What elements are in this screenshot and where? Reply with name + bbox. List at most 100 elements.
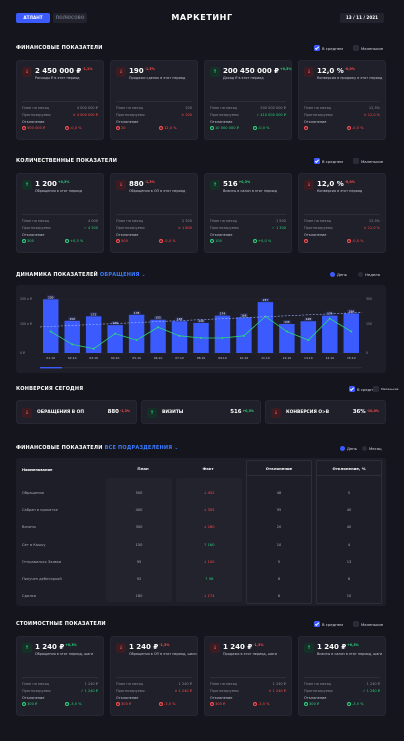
bar-value-label: 155 <box>155 316 161 320</box>
x-icon: ✕ <box>174 689 179 693</box>
value-text: 1 240 ₽ <box>35 643 65 651</box>
chart-line-point[interactable] <box>49 330 52 333</box>
card-subtitle: Обращения в ОП в этот период, шаги <box>129 652 197 656</box>
chart-line-point[interactable] <box>71 343 74 346</box>
chart-line-point[interactable] <box>328 317 331 320</box>
qty-toggle-avg[interactable]: В среднем <box>314 158 343 164</box>
chart-bar[interactable] <box>322 315 338 353</box>
chart-bar[interactable] <box>279 324 295 353</box>
cost-toggle-small[interactable]: Маленькие <box>353 621 383 627</box>
x-icon: ✕ <box>268 689 273 693</box>
dyn-radio-day[interactable]: День <box>330 272 347 277</box>
chart-scrollbar-track[interactable] <box>40 367 362 369</box>
row-name: Сабран в прокатке <box>22 508 58 513</box>
cost-card[interactable]: ↓ 1 240 ₽-1,3% Обращения в ОП в этот перио… <box>110 636 198 716</box>
chart-line-point[interactable] <box>114 332 117 335</box>
qty-toggle-small[interactable]: Маленькие <box>353 158 383 164</box>
chart-line-point[interactable] <box>307 339 310 342</box>
chevron-down-icon[interactable]: ⌄ <box>139 272 146 278</box>
deviation-label: Отклонение <box>210 233 233 237</box>
cost-toggle-avg[interactable]: В среднем <box>314 621 343 627</box>
chart-bar[interactable] <box>85 316 102 353</box>
table-row[interactable]: Отправилось Заявки 95 ↓ 100 5 13 <box>16 558 386 568</box>
conversion-card[interactable]: ↑ ВИЗИТЫ 516+0,3% <box>141 400 261 424</box>
fin-card[interactable]: ↓ 190-1,5% Продажи сделок в этот период Пла… <box>110 60 198 140</box>
table-radio-day[interactable]: День <box>340 446 357 451</box>
delta-badge: -10,0% <box>366 409 379 413</box>
fin-toggle-avg[interactable]: В среднем <box>314 45 343 51</box>
table-row[interactable]: Сет в Кашку 150 ↑ 160 10 4 <box>16 541 386 551</box>
chart-line-point[interactable] <box>221 336 224 339</box>
chart-bar[interactable] <box>171 321 188 353</box>
tab-polyusovo[interactable]: ПОЛЮСОВО <box>53 13 87 23</box>
chart-line-point[interactable] <box>135 339 138 342</box>
table-row[interactable]: Сабран в прокатке 400 ↓ 305 95 40 <box>16 506 386 516</box>
cost-card[interactable]: ↑ 1 240 ₽+0,3% Обращения в этот период, ша… <box>16 636 104 716</box>
chart-line-point[interactable] <box>285 330 288 333</box>
x-tick-label: 04.10 <box>111 356 120 360</box>
col-header-dev: Отклонение <box>246 460 312 476</box>
chart-bar[interactable] <box>128 314 145 353</box>
arrow-down-icon: ↓ <box>271 408 281 418</box>
x-icon: ✕ <box>177 226 182 230</box>
qty-card[interactable]: ↑ 516+0,3% Визиты в салон в этот период Пла… <box>204 173 292 253</box>
deviation-percent-text: -0,0 % <box>352 239 364 243</box>
x-tick-label: 13.10 <box>304 356 313 360</box>
plan-value: 1 240 ₽ <box>366 682 380 686</box>
row-fact: ↓ 100 <box>176 560 242 564</box>
plan-label: План на месяц <box>116 219 144 223</box>
table-row[interactable]: Обращения 500 ↓ 452 48 5 <box>16 489 386 499</box>
chart-line-point[interactable] <box>157 326 160 329</box>
fin-card[interactable]: ↓ 12,0 %-0,0% Конверсия в продажу в этот п… <box>298 60 386 140</box>
conv-toggle-small[interactable]: Маленькие <box>373 386 399 392</box>
qty-card[interactable]: ↑ 1 200+0,3% Обращения в этот период План н… <box>16 173 104 253</box>
check-icon: ✓ <box>256 113 261 117</box>
chart-bar[interactable] <box>107 325 123 353</box>
chart-line-point[interactable] <box>178 334 181 337</box>
cost-card[interactable]: ↓ 1 240 ₽-1,3% Продажи в этот период, шаги… <box>204 636 292 716</box>
conversion-card[interactable]: ↓ ОБРАЩЕНИЯ В ОП 880-1,3% <box>16 400 137 424</box>
table-row[interactable]: Сделки 180 ↓ 174 6 10 <box>16 592 386 602</box>
chart-bar[interactable] <box>300 321 317 353</box>
fin-toggle-small[interactable]: Маленькие <box>353 45 383 51</box>
chart-line-point[interactable] <box>92 347 95 350</box>
chart-bar[interactable] <box>257 302 274 353</box>
x-tick-label: 07.10 <box>175 356 184 360</box>
checkbox-icon <box>314 621 320 627</box>
table-radio-month[interactable]: Месяц <box>362 446 382 451</box>
chart-bar[interactable] <box>343 313 359 353</box>
chart-bar[interactable] <box>214 315 231 353</box>
plan-label: План на месяц <box>304 682 332 686</box>
fin-card[interactable]: ↑ 200 450 000 ₽+0,5% Доход ₽ в этот период… <box>204 60 292 140</box>
deviation-percent-text: +0,5 % <box>70 239 84 243</box>
card-subtitle: Конверсия в этот период <box>317 189 363 193</box>
col-header-plan: План <box>137 465 149 471</box>
chart-line-point[interactable] <box>200 336 202 339</box>
tab-atlant[interactable]: АТЛАНТ <box>16 13 50 23</box>
chart-line-point[interactable] <box>350 330 353 333</box>
chevron-down-icon[interactable]: ⌄ <box>172 445 179 451</box>
conversion-card[interactable]: ↓ КОНВЕРСИЯ О>В 36%-10,0% <box>265 400 386 424</box>
fin-card[interactable]: ↓ 2 450 000 ₽-1,1% Расходы ₽ в этот период… <box>16 60 104 140</box>
conv-toggle-avg[interactable]: В среднем <box>349 386 378 392</box>
dyn-metric-select[interactable]: ОБРАЩЕНИЯ <box>99 272 140 278</box>
qty-card[interactable]: ↓ 880-1,3% Обращения в ОП в этот период Пла… <box>110 173 198 253</box>
chart-bar[interactable] <box>150 319 166 353</box>
table-row[interactable]: Визиты 300 ↓ 280 20 40 <box>16 523 386 533</box>
chart-scrollbar-thumb[interactable] <box>40 367 62 369</box>
arrow-down-icon: ↓ <box>22 408 32 418</box>
forecast-text: 1 240 ₽ <box>272 689 286 693</box>
deviation-text: 20 <box>121 126 126 130</box>
cost-card[interactable]: ↑ 1 240 ₽+0,3% Визиты в салон в этот перио… <box>298 636 386 716</box>
chart-line-point[interactable] <box>242 334 245 337</box>
table-row[interactable]: Получен дебиторкой 92 ↑ 98 6 8 <box>16 575 386 585</box>
dyn-radio-week[interactable]: Неделя <box>358 272 380 277</box>
department-select[interactable]: ВСЕ ПОДРАЗДЕЛЕНИЯ <box>104 445 173 451</box>
plan-value: 200 <box>185 106 192 110</box>
x-icon: ✕ <box>363 113 368 117</box>
date-badge[interactable]: 13 / 11 / 2021 <box>340 13 384 23</box>
forecast-text: 4 000 000 ₽ <box>76 113 98 117</box>
qty-card[interactable]: ↓ 12,0 %-0,0% Конверсия в этот период План … <box>298 173 386 253</box>
card-value: 12,0 %-0,0% <box>317 67 355 75</box>
bar-value-label: 250 <box>48 295 54 299</box>
